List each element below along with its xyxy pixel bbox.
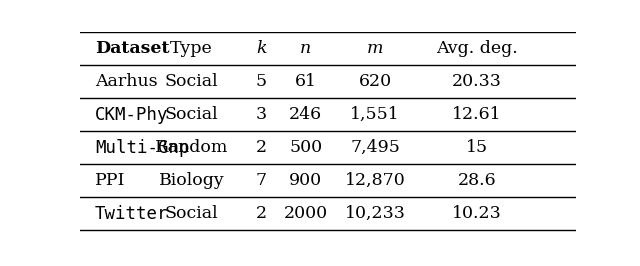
Text: 7,495: 7,495 xyxy=(350,139,400,156)
Text: 12.61: 12.61 xyxy=(452,106,502,123)
Text: Random: Random xyxy=(155,139,228,156)
Text: Twitter: Twitter xyxy=(95,205,168,223)
Text: m: m xyxy=(367,40,383,57)
Text: 7: 7 xyxy=(255,172,267,189)
Text: 500: 500 xyxy=(289,139,323,156)
Text: 15: 15 xyxy=(466,139,488,156)
Text: 620: 620 xyxy=(358,73,392,90)
Text: 61: 61 xyxy=(294,73,317,90)
Text: Aarhus: Aarhus xyxy=(95,73,157,90)
Text: 3: 3 xyxy=(255,106,267,123)
Text: CKM-Phy: CKM-Phy xyxy=(95,106,168,123)
Text: 1,551: 1,551 xyxy=(350,106,400,123)
Text: Social: Social xyxy=(164,73,218,90)
Text: 2: 2 xyxy=(255,139,267,156)
Text: 10,233: 10,233 xyxy=(345,205,406,222)
Text: Social: Social xyxy=(164,106,218,123)
Text: 5: 5 xyxy=(255,73,267,90)
Text: 12,870: 12,870 xyxy=(345,172,406,189)
Text: PPI: PPI xyxy=(95,172,125,189)
Text: Biology: Biology xyxy=(159,172,225,189)
Text: 2000: 2000 xyxy=(284,205,328,222)
Text: 10.23: 10.23 xyxy=(452,205,502,222)
Text: 20.33: 20.33 xyxy=(452,73,502,90)
Text: k: k xyxy=(256,40,266,57)
Text: 246: 246 xyxy=(289,106,323,123)
Text: 28.6: 28.6 xyxy=(458,172,496,189)
Text: Type: Type xyxy=(170,40,213,57)
Text: Social: Social xyxy=(164,205,218,222)
Text: n: n xyxy=(300,40,311,57)
Text: 900: 900 xyxy=(289,172,323,189)
Text: Avg. deg.: Avg. deg. xyxy=(436,40,518,57)
Text: 2: 2 xyxy=(255,205,267,222)
Text: Multi-Gnp: Multi-Gnp xyxy=(95,139,189,157)
Text: Dataset: Dataset xyxy=(95,40,170,57)
